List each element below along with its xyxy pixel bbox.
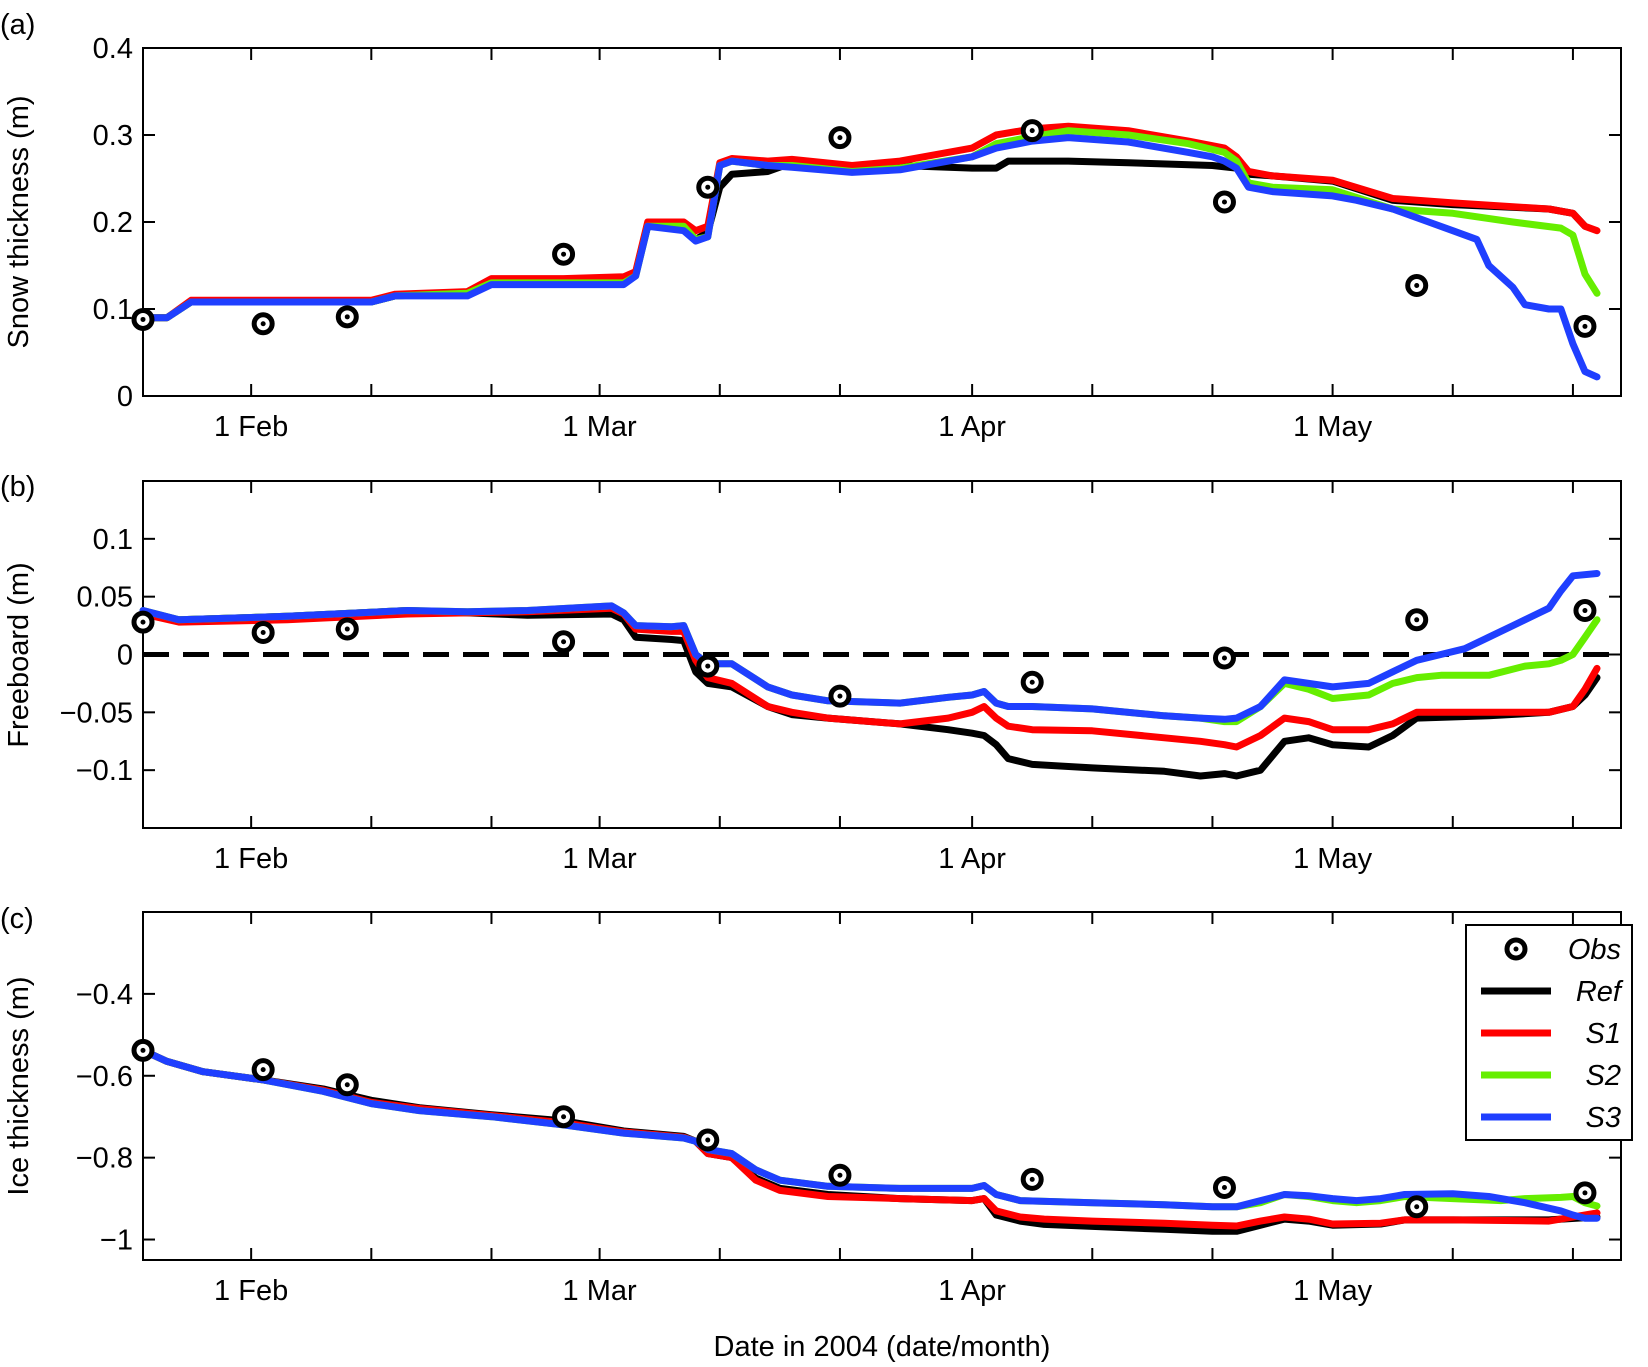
series-line-s3 bbox=[139, 134, 1601, 381]
panel-3: (c) 1 Feb 1 Mar 1 Apr 1 May −1 −0.8 −0.6 −0.4 Ice… bbox=[0, 903, 1622, 1307]
legend-label: S1 bbox=[1586, 1018, 1621, 1050]
x-tick-label: 1 Feb bbox=[214, 843, 288, 875]
y-tick-label: −0.1 bbox=[76, 755, 133, 787]
x-tick-label: 1 May bbox=[1293, 411, 1372, 443]
y-tick-label: 0 bbox=[117, 640, 133, 672]
axes-frame bbox=[142, 47, 1622, 397]
panel-label: (a) bbox=[0, 9, 35, 41]
y-tick-label: 0.4 bbox=[93, 33, 133, 65]
x-axis-label: Date in 2004 (date/month) bbox=[714, 1331, 1051, 1363]
x-tick-label: 1 Apr bbox=[938, 843, 1006, 875]
y-tick-label: 0.2 bbox=[93, 207, 133, 239]
y-tick-label: −0.05 bbox=[60, 697, 133, 729]
legend-entry-s2: S2 bbox=[1481, 1060, 1621, 1092]
series-line-s2 bbox=[139, 1046, 1601, 1211]
x-tick-label: 1 Mar bbox=[563, 843, 637, 875]
series-line-s1 bbox=[139, 122, 1601, 322]
legend-label: S3 bbox=[1586, 1102, 1621, 1134]
obs-point bbox=[335, 617, 359, 641]
y-axis-label: Snow thickness (m) bbox=[3, 95, 35, 348]
y-tick-label: 0 bbox=[117, 381, 133, 413]
obs-point bbox=[1020, 119, 1044, 143]
panel-2: (b) 1 Feb 1 Mar 1 Apr 1 May −0.1 −0.05 0 0.05 0.1… bbox=[0, 471, 1622, 875]
y-tick-label: −0.8 bbox=[76, 1143, 133, 1175]
series-line-s3 bbox=[139, 1046, 1601, 1222]
obs-point bbox=[696, 654, 720, 678]
obs-point bbox=[335, 305, 359, 329]
legend: Obs Ref S1 S2 S3 bbox=[1465, 924, 1633, 1141]
x-tick-label: 1 Mar bbox=[563, 1275, 637, 1307]
legend-label: Ref bbox=[1576, 976, 1624, 1008]
obs-point bbox=[1212, 190, 1236, 214]
legend-entry-obs: Obs bbox=[1504, 934, 1621, 966]
series-line-ref bbox=[139, 607, 1601, 780]
obs-point bbox=[1405, 608, 1429, 632]
panel-1: (a) 1 Feb 1 Mar 1 Apr 1 May 0 0.1 0.2 0.3 0.4 Snow… bbox=[0, 9, 1622, 443]
legend-entry-ref: Ref bbox=[1481, 976, 1624, 1008]
y-axis-label: Ice thickness (m) bbox=[3, 976, 35, 1195]
panel-label: (c) bbox=[0, 903, 34, 935]
x-tick-label: 1 Apr bbox=[938, 1275, 1006, 1307]
obs-point bbox=[1573, 599, 1597, 623]
obs-point bbox=[552, 630, 576, 654]
x-tick-label: 1 May bbox=[1293, 1275, 1372, 1307]
y-tick-label: 0.3 bbox=[93, 120, 133, 152]
obs-point bbox=[828, 126, 852, 150]
obs-point bbox=[251, 1058, 275, 1082]
obs-point bbox=[696, 1128, 720, 1152]
obs-point bbox=[1212, 646, 1236, 670]
axes-frame bbox=[142, 911, 1622, 1261]
x-tick-label: 1 Feb bbox=[214, 1275, 288, 1307]
x-tick-label: 1 May bbox=[1293, 843, 1372, 875]
y-tick-label: −0.4 bbox=[76, 979, 133, 1011]
obs-point bbox=[1020, 670, 1044, 694]
obs-point bbox=[251, 621, 275, 645]
y-tick-label: 0.1 bbox=[93, 524, 133, 556]
obs-point bbox=[1573, 1181, 1597, 1205]
y-tick-label: 0.05 bbox=[77, 582, 133, 614]
y-axis-label: Freeboard (m) bbox=[3, 562, 35, 747]
obs-point bbox=[828, 684, 852, 708]
obs-point bbox=[1405, 1195, 1429, 1219]
series-line-s3 bbox=[139, 570, 1601, 723]
obs-point bbox=[1020, 1167, 1044, 1191]
y-tick-label: 0.1 bbox=[93, 294, 133, 326]
legend-label: Obs bbox=[1568, 934, 1621, 966]
legend-label: S2 bbox=[1586, 1060, 1621, 1092]
obs-point bbox=[1573, 314, 1597, 338]
x-tick-label: 1 Apr bbox=[938, 411, 1006, 443]
obs-point bbox=[131, 1038, 155, 1062]
obs-point bbox=[552, 242, 576, 266]
obs-point bbox=[131, 610, 155, 634]
obs-point bbox=[251, 312, 275, 336]
y-tick-label: −1 bbox=[100, 1225, 133, 1257]
obs-point bbox=[828, 1163, 852, 1187]
obs-point bbox=[696, 175, 720, 199]
legend-entry-s1: S1 bbox=[1481, 1018, 1621, 1050]
obs-point bbox=[1405, 274, 1429, 298]
series-line-ref bbox=[139, 157, 1589, 322]
obs-point bbox=[1212, 1176, 1236, 1200]
obs-point bbox=[131, 307, 155, 331]
x-tick-label: 1 Mar bbox=[563, 411, 637, 443]
obs-point bbox=[552, 1105, 576, 1129]
series-line-s2 bbox=[139, 127, 1601, 322]
y-tick-label: −0.6 bbox=[76, 1061, 133, 1093]
obs-point bbox=[335, 1073, 359, 1097]
x-tick-label: 1 Feb bbox=[214, 411, 288, 443]
panel-label: (b) bbox=[0, 471, 35, 503]
legend-entry-s3: S3 bbox=[1481, 1102, 1621, 1134]
